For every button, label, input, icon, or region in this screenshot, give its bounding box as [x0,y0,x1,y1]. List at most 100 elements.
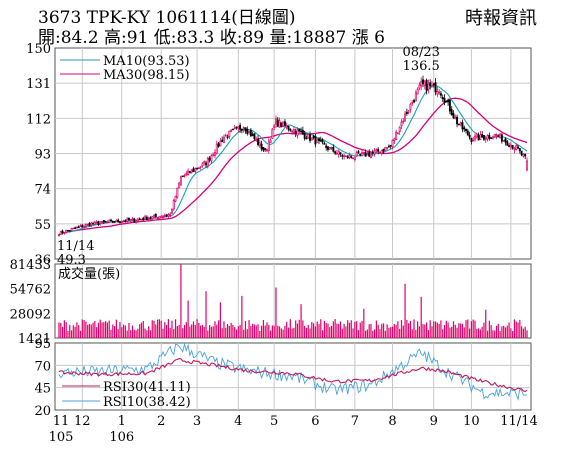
volume-bar [357,330,360,338]
candle-body [337,150,340,155]
volume-bar [323,320,325,338]
candle-body [434,82,437,93]
volume-bar [470,321,473,338]
candle-body [456,116,459,125]
low-value-annotation: 49.3 [57,253,86,268]
volume-bar [289,319,291,338]
volume-tick-label: 54762 [10,283,51,298]
candle-body [479,134,482,140]
candle-body [375,148,378,151]
candle-body [197,167,200,170]
candle-body [319,139,322,142]
candle-body [111,221,114,223]
candle-body [174,195,177,202]
candle-body [255,139,258,141]
volume-bar [393,324,395,338]
volume-bar [400,320,403,338]
candle-body [439,93,442,96]
volume-bar [395,324,397,338]
candle-body [325,145,328,148]
candle-body [115,220,118,223]
volume-bar [347,320,349,338]
volume-bar [477,328,480,338]
candle-body [422,79,424,85]
candle-body [83,225,86,228]
candle-body [165,214,168,217]
volume-bar [262,320,265,338]
candle-body [242,127,245,130]
ma10-line [58,84,528,236]
candle-body [316,139,319,143]
volume-bar [135,330,137,338]
price-tick-label: 150 [26,42,51,57]
rsi10-line [58,342,528,402]
volume-bar [504,327,507,338]
candle-body [113,221,116,223]
candle-body [257,138,259,146]
volume-bar [330,325,333,338]
candle-body [276,119,279,127]
volume-bar [78,325,80,338]
candle-body [179,176,182,185]
candle-body [391,140,394,148]
volume-bar [171,320,173,338]
volume-bar [200,325,202,338]
volume-bar [264,325,266,338]
candle-body [495,134,498,136]
candle-body [497,135,500,137]
candle-body [335,152,338,155]
volume-bar [336,323,338,338]
candle-body [429,82,432,87]
volume-bar [506,325,508,338]
candle-body [499,133,502,139]
candle-body [158,216,161,219]
candle-body [110,219,112,222]
volume-bar [483,322,485,338]
candle-body [400,121,403,127]
rsi30-legend-label: RSI30(41.11) [103,380,191,395]
candle-body [235,126,238,129]
candle-body [167,214,170,217]
candle-body [68,230,71,232]
volume-bar [207,330,209,338]
candle-body [370,153,372,159]
volume-bar [397,321,399,338]
candle-body [395,131,398,140]
volume-bar [216,324,218,338]
candle-body [296,129,299,136]
volume-bar [60,322,62,338]
candle-body [416,88,419,95]
volume-bar [169,327,171,338]
volume-bar [158,319,161,338]
volume-bar [194,325,196,338]
volume-bar [212,326,214,338]
volume-bar [90,324,92,338]
candle-body [404,113,407,122]
volume-bar [411,329,413,338]
volume-bar [153,320,155,338]
volume-bar [476,328,478,338]
candle-body [518,148,521,152]
volume-bar [183,324,186,338]
candle-body [258,142,261,147]
x-year-label: 105 [49,430,74,445]
candle-body [509,144,512,148]
volume-bar [463,327,465,338]
volume-bar [72,325,74,338]
volume-bar [406,319,408,338]
volume-bar [472,319,474,338]
volume-bar [449,327,451,338]
candle-body [239,124,242,130]
candle-body [484,138,487,140]
candle-body [135,220,138,223]
candle-body [90,222,93,226]
volume-bar [180,264,182,338]
volume-bar [81,319,83,338]
volume-bar [350,320,352,338]
candle-body [99,222,102,225]
candle-body [506,141,509,146]
candle-body [423,81,426,86]
candle-body [447,100,450,103]
candle-body [330,147,333,149]
volume-bar [198,323,200,338]
